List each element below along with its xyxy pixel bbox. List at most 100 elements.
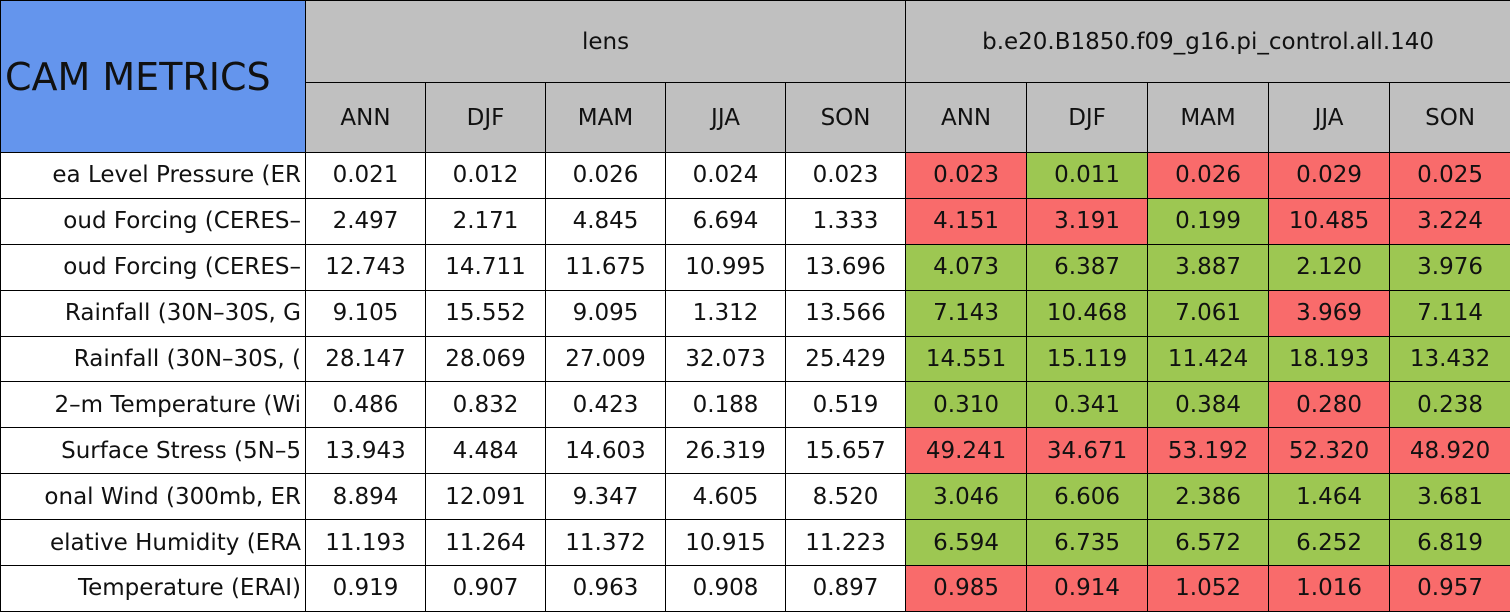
lens-value: 10.995	[666, 244, 786, 290]
lens-value: 0.023	[786, 153, 906, 199]
control-value: 10.485	[1269, 198, 1390, 244]
control-value: 6.735	[1027, 520, 1148, 566]
lens-value: 13.943	[306, 428, 426, 474]
lens-value: 11.223	[786, 520, 906, 566]
lens-value: 0.024	[666, 153, 786, 199]
group-header: b.e20.B1850.f09_g16.pi_control.all.140	[906, 1, 1510, 83]
row-label: Surface Stress (5N–5	[1, 428, 306, 474]
season-header: ANN	[906, 83, 1027, 153]
lens-value: 0.021	[306, 153, 426, 199]
control-value: 0.025	[1390, 153, 1510, 199]
lens-value: 9.105	[306, 290, 426, 336]
lens-value: 0.832	[426, 382, 546, 428]
season-header: SON	[1390, 83, 1510, 153]
lens-value: 4.484	[426, 428, 546, 474]
lens-value: 4.845	[546, 198, 666, 244]
lens-value: 0.012	[426, 153, 546, 199]
control-value: 6.252	[1269, 520, 1390, 566]
season-header: DJF	[1027, 83, 1148, 153]
lens-value: 11.264	[426, 520, 546, 566]
control-value: 11.424	[1148, 336, 1269, 382]
control-value: 3.969	[1269, 290, 1390, 336]
control-value: 15.119	[1027, 336, 1148, 382]
lens-value: 0.897	[786, 566, 906, 612]
lens-value: 0.963	[546, 566, 666, 612]
row-label: Temperature (ERAI)	[1, 566, 306, 612]
lens-value: 32.073	[666, 336, 786, 382]
control-value: 0.026	[1148, 153, 1269, 199]
control-value: 3.887	[1148, 244, 1269, 290]
lens-value: 8.520	[786, 474, 906, 520]
control-value: 2.120	[1269, 244, 1390, 290]
lens-value: 0.519	[786, 382, 906, 428]
lens-value: 0.423	[546, 382, 666, 428]
row-label: oud Forcing (CERES–	[1, 244, 306, 290]
control-value: 3.191	[1027, 198, 1148, 244]
control-value: 0.023	[906, 153, 1027, 199]
control-value: 13.432	[1390, 336, 1510, 382]
row-label: elative Humidity (ERA	[1, 520, 306, 566]
season-header: JJA	[666, 83, 786, 153]
control-value: 0.280	[1269, 382, 1390, 428]
lens-value: 6.694	[666, 198, 786, 244]
lens-value: 0.026	[546, 153, 666, 199]
control-value: 6.594	[906, 520, 1027, 566]
row-label: 2–m Temperature (Wi	[1, 382, 306, 428]
control-value: 52.320	[1269, 428, 1390, 474]
season-header: JJA	[1269, 83, 1390, 153]
season-header: MAM	[546, 83, 666, 153]
control-value: 14.551	[906, 336, 1027, 382]
lens-value: 4.605	[666, 474, 786, 520]
control-value: 0.238	[1390, 382, 1510, 428]
season-header: SON	[786, 83, 906, 153]
lens-value: 9.347	[546, 474, 666, 520]
control-value: 4.151	[906, 198, 1027, 244]
control-value: 3.046	[906, 474, 1027, 520]
lens-value: 25.429	[786, 336, 906, 382]
lens-value: 0.919	[306, 566, 426, 612]
control-value: 10.468	[1027, 290, 1148, 336]
season-header: DJF	[426, 83, 546, 153]
control-value: 0.914	[1027, 566, 1148, 612]
lens-value: 15.552	[426, 290, 546, 336]
lens-value: 15.657	[786, 428, 906, 474]
lens-value: 9.095	[546, 290, 666, 336]
lens-value: 14.711	[426, 244, 546, 290]
control-value: 6.572	[1148, 520, 1269, 566]
row-label: Rainfall (30N–30S, G	[1, 290, 306, 336]
season-header: ANN	[306, 83, 426, 153]
lens-value: 11.675	[546, 244, 666, 290]
lens-value: 1.333	[786, 198, 906, 244]
control-value: 0.341	[1027, 382, 1148, 428]
season-header: MAM	[1148, 83, 1269, 153]
control-value: 0.384	[1148, 382, 1269, 428]
lens-value: 10.915	[666, 520, 786, 566]
lens-value: 2.171	[426, 198, 546, 244]
control-value: 6.819	[1390, 520, 1510, 566]
lens-value: 13.566	[786, 290, 906, 336]
control-value: 0.011	[1027, 153, 1148, 199]
row-label: oud Forcing (CERES–	[1, 198, 306, 244]
lens-value: 12.091	[426, 474, 546, 520]
lens-value: 0.908	[666, 566, 786, 612]
table-title: CAM METRICS	[1, 1, 306, 153]
lens-value: 28.147	[306, 336, 426, 382]
lens-value: 27.009	[546, 336, 666, 382]
control-value: 53.192	[1148, 428, 1269, 474]
lens-value: 13.696	[786, 244, 906, 290]
control-value: 0.957	[1390, 566, 1510, 612]
control-value: 6.387	[1027, 244, 1148, 290]
row-label: onal Wind (300mb, ER	[1, 474, 306, 520]
row-label: Rainfall (30N–30S, (	[1, 336, 306, 382]
control-value: 7.114	[1390, 290, 1510, 336]
control-value: 18.193	[1269, 336, 1390, 382]
